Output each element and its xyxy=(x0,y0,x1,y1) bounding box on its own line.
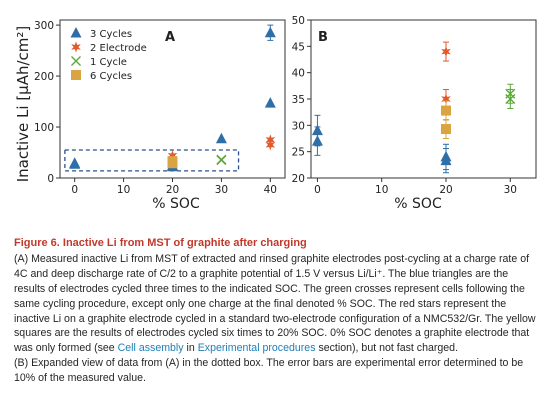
y-tick-label: 45 xyxy=(292,41,305,53)
y-tick-label: 30 xyxy=(292,120,305,132)
three_cycles-point xyxy=(311,135,323,146)
three_cycles-point xyxy=(215,132,227,144)
legend: 3 Cycles 2 Electrode 1 Cycle 6 Cycles xyxy=(70,27,147,82)
six_cycles-point xyxy=(441,105,451,116)
panel-a-letter: A xyxy=(165,30,175,45)
experimental-procedures-link[interactable]: Experimental procedures xyxy=(197,342,316,355)
plotB-frame xyxy=(310,19,537,179)
two_electrode-point xyxy=(441,93,451,105)
figure-caption: Figure 6. Inactive Li from MST of graphi… xyxy=(14,236,542,386)
three_cycles-point xyxy=(440,154,452,166)
panel-b: 0 10 20 30 20 25 30 35 40 45 50 % SOC B xyxy=(292,15,537,212)
x-tick-label: 0 xyxy=(314,184,321,196)
legend-marker-two_electrode xyxy=(71,41,81,53)
y-tick-label: 40 xyxy=(292,68,305,80)
panel-b-letter: B xyxy=(318,30,328,45)
y-tick-label: 0 xyxy=(47,173,54,185)
x-tick-label: 0 xyxy=(71,184,78,196)
panel-a-ylabel: Inactive Li [μAh/cm²] xyxy=(14,26,32,183)
three_cycles-point xyxy=(264,26,276,38)
x-tick-label: 20 xyxy=(166,184,179,196)
y-tick-label: 200 xyxy=(34,71,54,83)
dotted-zoom-box xyxy=(64,149,240,172)
panel-a: Inactive Li [μAh/cm²] 0 10 20 30 40 0 100 200 30… xyxy=(14,19,286,212)
panel-a-xlabel: % SOC xyxy=(152,196,200,212)
legend-marker-three_cycles xyxy=(70,27,82,38)
y-tick-label: 35 xyxy=(292,94,305,106)
x-tick-label: 10 xyxy=(375,184,388,196)
two_electrode-point xyxy=(441,46,451,58)
three_cycles-point xyxy=(69,158,81,169)
legend-marker-six_cycles xyxy=(71,70,81,80)
six_cycles-point xyxy=(441,124,451,135)
figure-6-charts: Inactive Li [μAh/cm²] 0 10 20 30 40010020030… xyxy=(14,15,537,212)
y-tick-label: 300 xyxy=(34,20,54,32)
six_cycles-point xyxy=(167,158,178,169)
one_cycle-point xyxy=(216,155,227,166)
cell-assembly-link[interactable]: Cell assembly xyxy=(117,342,184,355)
y-tick-label: 20 xyxy=(292,173,305,185)
caption-paragraph-b: (B) Expanded view of data from (A) in th… xyxy=(14,357,524,385)
y-tick-label: 25 xyxy=(292,147,305,159)
y-tick-label: 100 xyxy=(34,122,54,134)
caption-title: Figure 6. Inactive Li from MST of graphi… xyxy=(14,237,307,249)
x-tick-label: 30 xyxy=(215,184,228,196)
caption-text-a2: in xyxy=(183,342,198,355)
legend-marker-one_cycle xyxy=(71,56,81,66)
one_cycle-point xyxy=(505,94,516,104)
caption-text-a1: (A) Measured inactive Li from MST of ext… xyxy=(14,252,536,355)
legend-label-one_cycle: 1 Cycle xyxy=(90,57,127,68)
caption-paragraph-a: (A) Measured inactive Li from MST of ext… xyxy=(14,252,542,356)
panel-b-xlabel: % SOC xyxy=(394,196,442,212)
x-tick-label: 30 xyxy=(504,184,517,196)
legend-label-two_electrode: 2 Electrode xyxy=(90,43,147,54)
x-tick-label: 10 xyxy=(117,184,130,196)
y-tick-label: 50 xyxy=(292,15,305,27)
x-tick-label: 40 xyxy=(264,184,277,196)
legend-label-three_cycles: 3 Cycles xyxy=(90,29,132,40)
legend-label-six_cycles: 6 Cycles xyxy=(90,71,132,82)
two_electrode-point xyxy=(265,139,276,151)
x-tick-label: 20 xyxy=(439,184,452,196)
caption-text-a3: section), but not fast charged. xyxy=(315,342,459,355)
three_cycles-point xyxy=(264,97,276,108)
